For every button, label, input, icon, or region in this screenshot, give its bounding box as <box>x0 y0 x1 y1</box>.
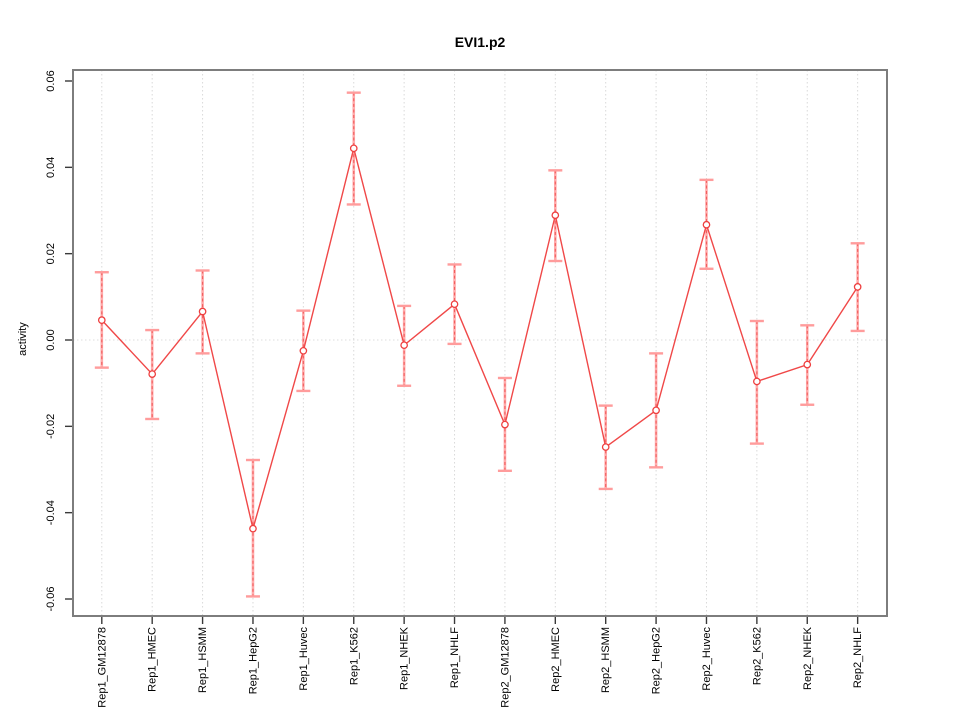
plot-border <box>72 69 888 617</box>
x-tick-label: Rep1_HMEC <box>147 627 159 692</box>
x-tick-label: Rep1_K562 <box>348 627 360 685</box>
x-tick-label: Rep2_Huvec <box>701 627 713 691</box>
data-point-marker <box>148 370 157 378</box>
data-point-marker <box>702 220 711 229</box>
data-points <box>97 144 862 533</box>
x-tick-label: Rep2_GM12878 <box>499 627 511 708</box>
series-line <box>101 148 859 529</box>
data-point-marker <box>853 283 862 291</box>
data-point-marker <box>249 524 257 533</box>
x-tick-label: Rep2_HSMM <box>600 627 612 693</box>
data-point-marker <box>299 346 308 355</box>
y-tick-label: 0.00 <box>45 329 57 350</box>
y-axis-label: activity <box>17 322 29 356</box>
data-point-marker <box>97 316 106 324</box>
y-axis-ticks <box>65 80 72 600</box>
data-point-marker <box>450 300 459 309</box>
y-axis-labels: 0.06 0.04 0.02 0.00 -0.02 -0.04 -0.06 <box>45 70 57 611</box>
x-tick-label: Rep2_HepG2 <box>651 627 663 694</box>
x-tick-label: Rep1_HSMM <box>197 627 209 693</box>
x-tick-label: Rep2_NHEK <box>802 626 814 690</box>
x-tick-label: Rep1_HepG2 <box>247 627 259 694</box>
chart-title: EVI1.p2 <box>455 34 506 50</box>
x-tick-label: Rep1_Huvec <box>298 627 310 691</box>
y-tick-label: -0.02 <box>45 414 57 439</box>
data-point-marker <box>349 144 358 153</box>
x-axis-ticks <box>101 617 859 624</box>
x-tick-label: Rep2_K562 <box>751 627 763 685</box>
data-point-marker <box>601 443 610 451</box>
data-point-marker <box>501 420 509 429</box>
data-point-marker <box>652 406 660 415</box>
data-point-marker <box>551 211 560 220</box>
data-point-marker <box>803 360 812 369</box>
x-tick-label: Rep1_GM12878 <box>96 627 108 708</box>
x-tick-label: Rep1_NHEK <box>399 626 411 690</box>
x-tick-label: Rep2_NHLF <box>852 627 864 688</box>
y-tick-label: 0.04 <box>45 157 57 178</box>
series-polyline <box>101 148 859 529</box>
y-tick-label: 0.06 <box>45 70 57 91</box>
x-tick-label: Rep1_NHLF <box>449 627 461 688</box>
x-axis-labels: Rep1_GM12878 Rep1_HMEC Rep1_HSMM Rep1_HepG2… <box>96 626 864 707</box>
y-tick-label: 0.02 <box>45 243 57 264</box>
x-tick-label: Rep2_HMEC <box>550 627 562 692</box>
y-tick-label: -0.06 <box>45 586 57 611</box>
data-point-marker <box>400 341 408 350</box>
data-point-marker <box>753 377 761 386</box>
y-tick-label: -0.04 <box>45 500 57 525</box>
data-point-marker <box>198 307 207 316</box>
